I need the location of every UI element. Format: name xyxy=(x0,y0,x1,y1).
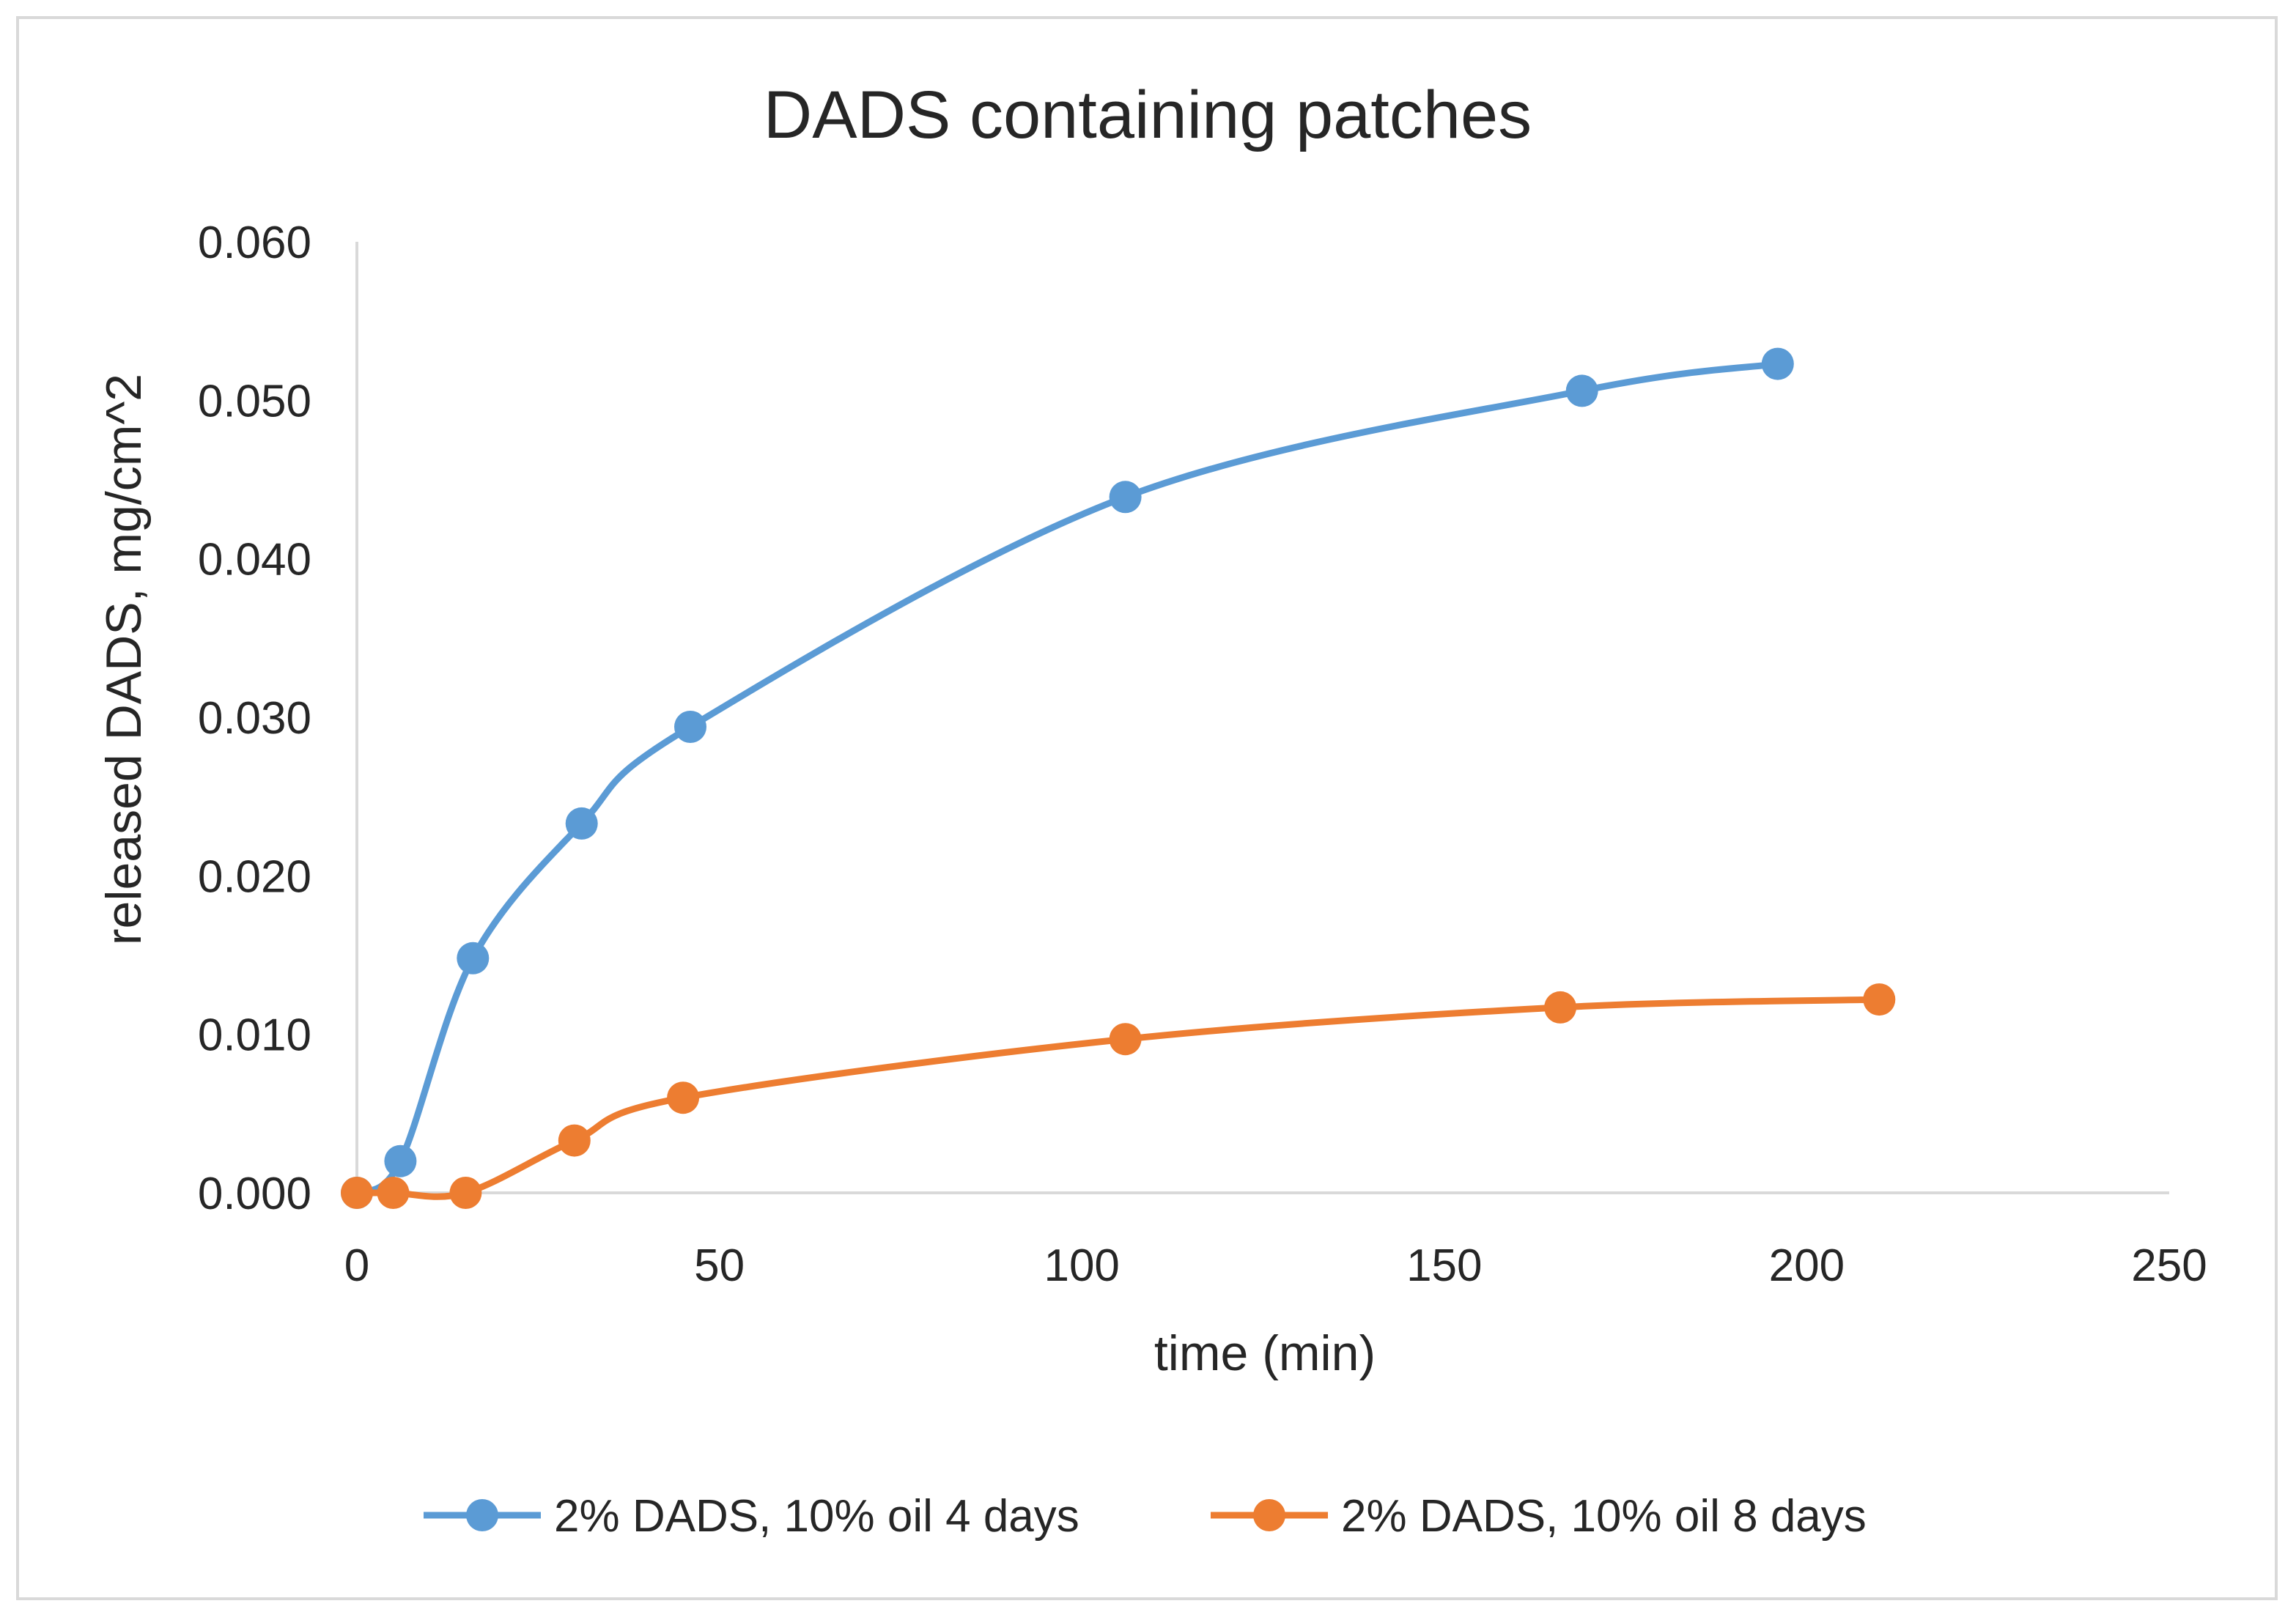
data-point xyxy=(1109,1023,1142,1056)
data-point xyxy=(1565,374,1598,407)
x-tick-label: 50 xyxy=(694,1240,745,1291)
series-line xyxy=(353,360,1782,1196)
data-point xyxy=(1761,347,1794,380)
data-point xyxy=(457,942,490,974)
x-axis-label: time (min) xyxy=(1154,1325,1376,1381)
x-tick-label: 200 xyxy=(1769,1240,1845,1291)
data-point xyxy=(1863,983,1896,1016)
x-tick-label: 250 xyxy=(2131,1240,2207,1291)
legend-marker xyxy=(1253,1499,1285,1531)
y-axis-label: released DADS, mg/cm^2 xyxy=(96,374,152,945)
y-tick-label: 0.010 xyxy=(198,1010,311,1061)
data-point xyxy=(449,1177,482,1209)
data-point xyxy=(558,1124,591,1157)
legend-label: 2% DADS, 10% oil 4 days xyxy=(554,1491,1079,1542)
data-point xyxy=(667,1081,700,1114)
data-point xyxy=(1109,481,1142,514)
data-point xyxy=(341,1177,373,1209)
data-point xyxy=(377,1177,410,1209)
series-2 xyxy=(341,983,1896,1209)
legend-label: 2% DADS, 10% oil 8 days xyxy=(1341,1491,1867,1542)
x-tick-labels: 0 50 100 150 200 250 xyxy=(344,1240,2207,1291)
data-point xyxy=(674,711,706,743)
y-tick-label: 0.060 xyxy=(198,218,311,268)
legend-item: 2% DADS, 10% oil 8 days xyxy=(1211,1491,1867,1542)
x-tick-label: 150 xyxy=(1406,1240,1482,1291)
data-point xyxy=(565,807,598,840)
legend: 2% DADS, 10% oil 4 days 2% DADS, 10% oil … xyxy=(424,1491,1867,1542)
chart-title: DADS containing patches xyxy=(764,78,1532,152)
series-1 xyxy=(341,347,1794,1209)
y-tick-label: 0.000 xyxy=(198,1169,311,1219)
y-tick-label: 0.050 xyxy=(198,376,311,426)
legend-marker xyxy=(466,1499,498,1531)
data-point xyxy=(384,1144,417,1177)
y-tick-label: 0.020 xyxy=(198,851,311,902)
x-tick-label: 100 xyxy=(1044,1240,1119,1291)
y-tick-labels: 0.000 0.010 0.020 0.030 0.040 0.050 0.060 xyxy=(198,218,311,1219)
y-tick-label: 0.040 xyxy=(198,535,311,585)
axes xyxy=(355,242,2169,1194)
plot-series xyxy=(341,347,1896,1209)
legend-item: 2% DADS, 10% oil 4 days xyxy=(424,1491,1079,1542)
chart-area xyxy=(16,16,2278,1600)
data-point xyxy=(1544,991,1577,1024)
x-tick-label: 0 xyxy=(344,1240,369,1291)
y-tick-label: 0.030 xyxy=(198,693,311,744)
